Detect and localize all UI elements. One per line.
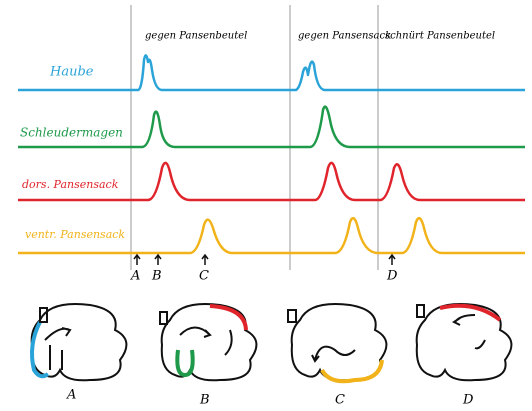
figure-label: C (335, 393, 345, 408)
marker: B (151, 269, 162, 284)
column-label: gegen Pansenbeutel (145, 31, 247, 42)
row-label: Schleudermagen (20, 126, 123, 140)
dividers (130, 5, 379, 270)
figure-label: D (462, 393, 474, 408)
figure-label: A (66, 388, 76, 403)
stomach-figures (30, 303, 513, 384)
marker: D (386, 269, 398, 284)
trace (18, 105, 525, 149)
arrows (133, 253, 396, 265)
trace (18, 54, 525, 92)
trace (18, 216, 525, 255)
column-label: schnürt Pansenbeutel (385, 31, 495, 42)
trace (18, 161, 525, 202)
row-label: dors. Pansensack (22, 178, 119, 191)
row-label: ventr. Pansensack (25, 228, 125, 241)
marker: A (130, 269, 140, 284)
row-label: Haube (49, 65, 94, 80)
figure-label: B (199, 393, 210, 408)
column-label: gegen Pansensack (298, 31, 391, 42)
marker: C (199, 269, 209, 284)
